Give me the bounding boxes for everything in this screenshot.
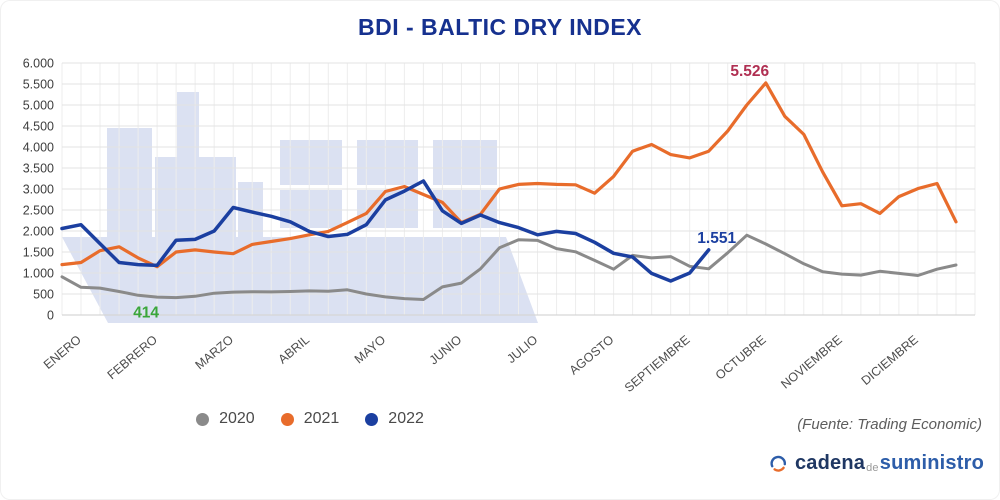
legend-item-2021: 2021 xyxy=(280,410,340,428)
x-axis-month-label: AGOSTO xyxy=(567,332,617,377)
annotation-414: 414 xyxy=(133,305,159,322)
y-axis-tick-label: 0 xyxy=(47,309,54,323)
y-axis-tick-label: 1.000 xyxy=(23,267,54,281)
y-axis-tick-label: 6.000 xyxy=(23,57,54,71)
legend-dot-2020-icon xyxy=(196,412,210,426)
page-title: BDI - BALTIC DRY INDEX xyxy=(357,14,643,40)
series-2021-line xyxy=(60,81,958,269)
ship-watermark-shape xyxy=(62,237,538,323)
ship-watermark xyxy=(62,92,538,323)
legend-label-2020: 2020 xyxy=(219,410,255,427)
legend-label-2022: 2022 xyxy=(388,410,424,427)
logo-word-cadena: cadenadesuministro xyxy=(794,452,984,474)
x-axis-month-label: FEBRERO xyxy=(105,332,160,382)
legend-dot-2022-icon xyxy=(365,412,379,426)
x-axis-month-label: SEPTIEMBRE xyxy=(622,333,693,396)
y-axis-tick-label: 4.000 xyxy=(23,141,54,155)
circular-arrows-icon xyxy=(770,455,786,472)
x-axis-month-label: ENERO xyxy=(41,332,84,371)
source-note: (Fuente: Trading Economic) xyxy=(797,416,982,433)
y-axis-tick-label: 3.000 xyxy=(23,183,54,197)
x-axis-month-label: MARZO xyxy=(193,332,237,372)
x-axis-month-label: DICIEMBRE xyxy=(859,333,921,388)
y-axis-tick-label: 2.000 xyxy=(23,225,54,239)
x-axis-month-label: MAYO xyxy=(352,332,389,366)
logo-word-de: de xyxy=(866,462,879,474)
logo-word-suministro: suministro xyxy=(879,452,984,474)
x-axis-month-label: NOVIEMBRE xyxy=(778,333,844,392)
ship-watermark-shape xyxy=(107,128,152,237)
y-axis-tick-label: 2.500 xyxy=(23,204,54,218)
x-axis-month-label: ABRIL xyxy=(275,333,312,367)
bdi-line-chart: 6.000 5.500 5.000 4.500 4.000 3.500 3.000 2.500… xyxy=(23,57,976,396)
annotation-5.526: 5.526 xyxy=(730,63,769,80)
legend-dot-2021-icon xyxy=(280,412,294,426)
chart-legend: 2020 2021 2022 xyxy=(0,410,620,428)
y-axis-tick-label: 500 xyxy=(33,288,54,302)
y-axis-tick-label: 5.500 xyxy=(23,78,54,92)
series-2020-line xyxy=(60,233,958,301)
legend-item-2020: 2020 xyxy=(196,410,255,428)
y-axis-tick-label: 5.000 xyxy=(23,99,54,113)
x-axis-month-label: JULIO xyxy=(504,332,540,366)
legend-item-2022: 2022 xyxy=(365,410,424,428)
y-axis-tick-label: 4.500 xyxy=(23,120,54,134)
series-2022-line xyxy=(60,179,711,283)
y-axis-tick-label: 3.500 xyxy=(23,162,54,176)
legend-label-2021: 2021 xyxy=(303,410,340,427)
ship-watermark-shape xyxy=(177,92,199,158)
x-axis-month-label: JUNIO xyxy=(427,332,465,367)
x-axis-month-label: OCTUBRE xyxy=(713,333,769,383)
cadena-de-suministro-logo: cadenadesuministro xyxy=(769,452,984,475)
annotation-1.551: 1.551 xyxy=(697,230,736,247)
y-axis-tick-label: 1.500 xyxy=(23,246,54,260)
